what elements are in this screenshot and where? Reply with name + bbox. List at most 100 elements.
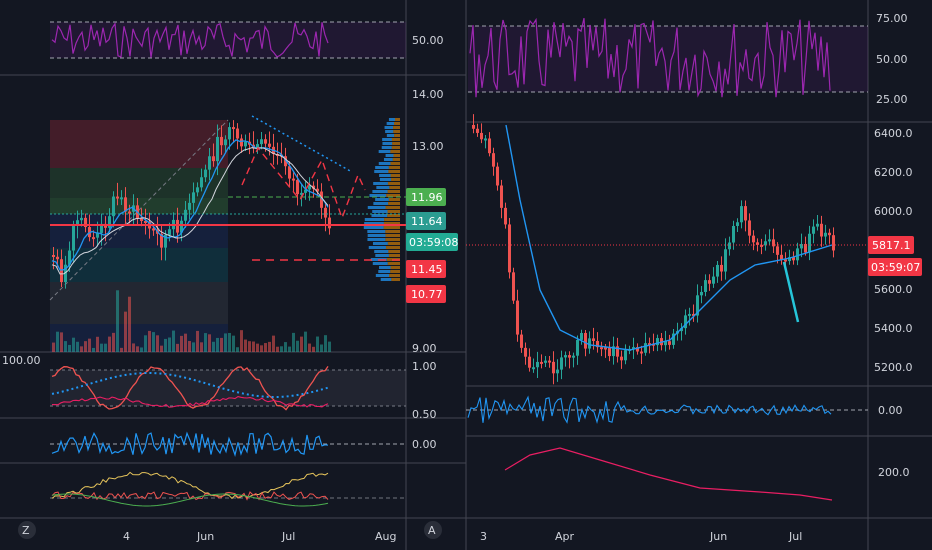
volume-profile-bar (375, 166, 389, 169)
volume-profile-bar (387, 262, 400, 265)
volume-profile (363, 118, 400, 281)
candle-body (500, 185, 503, 208)
volume-bar (276, 346, 279, 352)
candle-body (808, 233, 811, 253)
volume-bar (204, 333, 207, 352)
price-tag-text: 10.77 (411, 288, 443, 301)
price-scale-label: 5400.0 (874, 322, 913, 335)
candle-body (644, 343, 647, 353)
volume-bar (284, 342, 287, 352)
volume-profile-bar (381, 146, 392, 149)
volume-profile-bar (380, 278, 392, 281)
candle-body (824, 232, 827, 237)
volume-bar (136, 346, 139, 352)
time-axis-label: Aug (375, 530, 396, 543)
price-tag-text: 11.64 (411, 215, 443, 228)
chart-logo-bg[interactable] (424, 521, 442, 539)
right-chart (465, 0, 932, 550)
candle-body (796, 248, 799, 261)
candle-body (544, 360, 547, 363)
volume-bar (264, 343, 267, 352)
candle-body (312, 185, 315, 189)
volume-profile-bar (391, 146, 400, 149)
volume-profile-bar (371, 214, 388, 217)
volume-profile-bar (389, 186, 400, 189)
candle-body (716, 264, 719, 277)
candle-body (204, 169, 207, 178)
candle-body (548, 360, 551, 363)
candle-body (84, 217, 87, 228)
volume-profile-bar (385, 246, 400, 249)
volume-bar (176, 343, 179, 352)
left-chart (0, 0, 466, 550)
candle-body (524, 347, 527, 357)
candle-body (244, 141, 247, 147)
volume-profile-bar (388, 250, 400, 253)
candle-body (776, 246, 779, 255)
candle-body (720, 264, 723, 272)
volume-bar (128, 296, 131, 352)
volume-profile-bar (383, 226, 400, 229)
volume-bar (140, 347, 143, 352)
volume-profile-bar (390, 266, 400, 269)
drawing-line (782, 261, 800, 323)
macd-scale-label: 0.00 (412, 438, 437, 451)
candle-body (240, 138, 243, 147)
chart-logo-text[interactable]: A (428, 524, 436, 537)
price-tag-text: 11.96 (411, 191, 443, 204)
time-axis-label: Apr (555, 530, 575, 543)
volume-profile-bar (374, 250, 389, 253)
rsi-line (469, 17, 831, 98)
volume-profile-bar (382, 138, 392, 141)
price-scale-label: 6400.0 (874, 127, 913, 140)
candle-body (484, 138, 487, 141)
candle-body (800, 243, 803, 249)
volume-profile-bar (379, 178, 391, 181)
candle-body (492, 153, 495, 167)
moving-average-line (51, 147, 329, 275)
time-axis-label: Jun (709, 530, 727, 543)
candle-body (304, 189, 307, 193)
chart-logo-text[interactable]: Z (22, 524, 30, 537)
volume-bar (324, 335, 327, 352)
price-tag: 11.45 (406, 260, 446, 278)
fib-zone (50, 282, 228, 324)
volume-bar (232, 335, 235, 352)
chart-logo-button[interactable]: A (424, 521, 442, 539)
price-tag: 10.77 (406, 285, 446, 303)
volume-profile-bar (387, 190, 400, 193)
volume-bar (260, 345, 263, 352)
volume-profile-bar (386, 122, 394, 125)
volume-bar (196, 330, 199, 352)
price-scale-label: 6200.0 (874, 166, 913, 179)
candle-body (124, 197, 127, 212)
candle-body (264, 139, 267, 144)
candle-body (516, 300, 519, 335)
candle-body (232, 127, 235, 130)
volume-bar (68, 344, 71, 352)
volume-profile-bar (363, 226, 384, 229)
volume-profile-bar (388, 166, 400, 169)
candle-body (96, 232, 99, 238)
price-tag-bg (406, 233, 458, 251)
volume-bar (228, 332, 231, 352)
candle-body (576, 339, 579, 356)
volume-bar (212, 341, 215, 352)
volume-bar (268, 341, 271, 352)
candle-body (320, 191, 323, 208)
volume-bar (224, 333, 227, 352)
volume-profile-bar (388, 254, 400, 257)
volume-bar (180, 335, 183, 352)
chart-logo-button[interactable]: Z (18, 521, 36, 539)
price-scale-label: 6000.0 (874, 205, 913, 218)
candle-body (536, 361, 539, 368)
volume-bar (100, 343, 103, 352)
candle-body (572, 355, 575, 358)
volume-bar (148, 330, 151, 352)
candle-body (732, 225, 735, 243)
candle-body (88, 227, 91, 238)
chart-logo-bg[interactable] (18, 521, 36, 539)
candle-body (552, 361, 555, 374)
volume-profile-bar (367, 234, 386, 237)
osc-scale-label: 1.00 (412, 360, 437, 373)
